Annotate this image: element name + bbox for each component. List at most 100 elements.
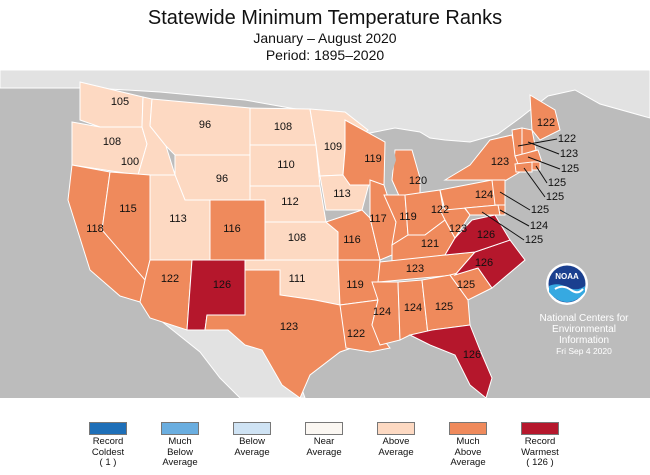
- leader-line-ri: [535, 165, 548, 184]
- state-az: [139, 259, 193, 331]
- legend-item-much-above: Much Above Average: [428, 422, 508, 469]
- rank-label-az: 122: [161, 273, 179, 285]
- rank-label-ca: 118: [86, 223, 104, 235]
- legend-swatch: [449, 422, 487, 435]
- rank-label-in: 119: [399, 211, 417, 223]
- state-co: [209, 199, 266, 261]
- leader-line-ct: [523, 167, 546, 198]
- legend-label: ( 1 ): [99, 457, 117, 468]
- leader-line-vt: [517, 138, 558, 147]
- rank-label-ky: 121: [421, 238, 439, 250]
- rank-label-ma: 125: [561, 163, 579, 175]
- rank-label-wy: 96: [216, 173, 228, 185]
- rank-label-fl: 126: [463, 349, 481, 361]
- legend-swatch: [233, 422, 271, 435]
- rank-label-sd: 110: [277, 159, 295, 171]
- rank-label-al: 124: [404, 302, 422, 314]
- rank-label-ms: 124: [373, 306, 391, 318]
- legend-label: Much: [456, 436, 480, 447]
- legend-label: Average: [450, 457, 486, 468]
- legend-swatch: [377, 422, 415, 435]
- rank-label-mn: 109: [324, 141, 342, 153]
- rank-label-ia: 113: [333, 188, 351, 200]
- map-subtitle: January – August 2020: [253, 30, 397, 46]
- state-ct: [514, 161, 533, 173]
- legend-item-record-warmest: Record Warmest( 126 ): [500, 422, 580, 469]
- rank-label-ri: 125: [548, 177, 566, 189]
- map-frame: 105 108 100 96 96 108 110 112 109 113 108 111 113 118…: [0, 70, 650, 398]
- rank-label-wv: 123: [449, 223, 467, 235]
- rank-label-mt: 96: [199, 119, 211, 131]
- rank-label-ct: 125: [546, 191, 564, 203]
- leader-line-nj: [499, 191, 531, 211]
- legend-label: Average: [162, 457, 198, 468]
- rank-label-sc: 125: [457, 279, 475, 291]
- legend-label: Warmest: [521, 446, 559, 458]
- us-map: 1051081009696108110112109113108111113118…: [0, 70, 650, 398]
- lake-michigan: [386, 140, 396, 178]
- rank-label-nh: 123: [560, 148, 578, 160]
- rank-label-nd: 108: [274, 121, 292, 133]
- map-period: Period: 1895–2020: [265, 47, 385, 63]
- state-mi: [391, 149, 421, 199]
- leader-line-md: [481, 211, 525, 241]
- rank-label-nv: 115: [119, 203, 137, 215]
- rank-label-va: 126: [477, 229, 495, 241]
- legend: Record Coldest( 1 ) Much Below Average Below A…: [0, 422, 650, 475]
- rank-label-oh: 122: [431, 204, 449, 216]
- rank-label-tx: 123: [280, 321, 298, 333]
- ncei-line-1: National Centers for: [539, 313, 629, 324]
- rank-label-id: 100: [121, 156, 139, 168]
- ncei-credit: National Centers for Environmental Infor…: [520, 313, 648, 357]
- rank-label-nj: 125: [531, 204, 549, 216]
- state-nh: [521, 127, 537, 156]
- legend-label: Average: [234, 446, 270, 458]
- leader-line-ma: [527, 156, 561, 170]
- legend-swatch: [161, 422, 199, 435]
- legend-item-near: Near Average: [284, 422, 364, 458]
- legend-item-above: Above Average: [356, 422, 436, 458]
- state-fl: [408, 324, 493, 398]
- legend-label: Average: [306, 446, 342, 458]
- rank-label-pa: 124: [475, 189, 493, 201]
- lake-huron: [420, 160, 432, 182]
- legend-swatch: [89, 422, 127, 435]
- ncei-line-2: Environmental: [552, 324, 616, 335]
- legend-label: Average: [378, 446, 414, 458]
- legend-label: Below: [167, 446, 193, 458]
- legend-label: Record: [524, 436, 556, 447]
- rank-label-wi: 119: [364, 153, 382, 165]
- legend-label: Near: [313, 436, 335, 447]
- rank-label-tn: 123: [406, 263, 424, 275]
- state-tx: [204, 269, 361, 398]
- rank-label-me: 122: [537, 117, 555, 129]
- canada-landmass: [0, 70, 650, 143]
- state-wy: [174, 154, 251, 201]
- legend-item-below: Below Average: [212, 422, 292, 458]
- rank-label-vt: 122: [558, 133, 576, 145]
- rank-label-ar: 119: [346, 279, 364, 291]
- rank-label-de: 124: [530, 220, 548, 232]
- rank-label-ut: 113: [169, 213, 187, 225]
- legend-item-much-below: Much Below Average: [140, 422, 220, 469]
- rank-label-ks: 108: [288, 232, 306, 244]
- legend-label: Coldest: [91, 446, 125, 458]
- rank-label-ne: 112: [281, 196, 299, 208]
- noaa-logo: NOAA: [546, 263, 588, 305]
- map-title: Statewide Minimum Temperature Ranks: [147, 7, 503, 29]
- legend-label: Above: [382, 436, 410, 447]
- map-header: Statewide Minimum Temperature Ranks Janu…: [0, 0, 650, 64]
- state-md: [464, 204, 501, 216]
- rank-label-or: 108: [103, 136, 121, 148]
- rank-label-il: 117: [369, 213, 387, 225]
- rank-label-ok: 111: [289, 273, 306, 285]
- rank-label-wa: 105: [111, 96, 129, 108]
- legend-label: Above: [454, 446, 482, 458]
- legend-item-record-coldest: Record Coldest( 1 ): [68, 422, 148, 469]
- rank-label-nc: 126: [475, 257, 493, 269]
- legend-label: Record: [92, 436, 124, 447]
- rank-label-ga: 125: [435, 301, 453, 313]
- rank-label-mo: 116: [343, 234, 361, 246]
- legend-swatch: [521, 422, 559, 435]
- rank-label-co: 116: [223, 223, 241, 235]
